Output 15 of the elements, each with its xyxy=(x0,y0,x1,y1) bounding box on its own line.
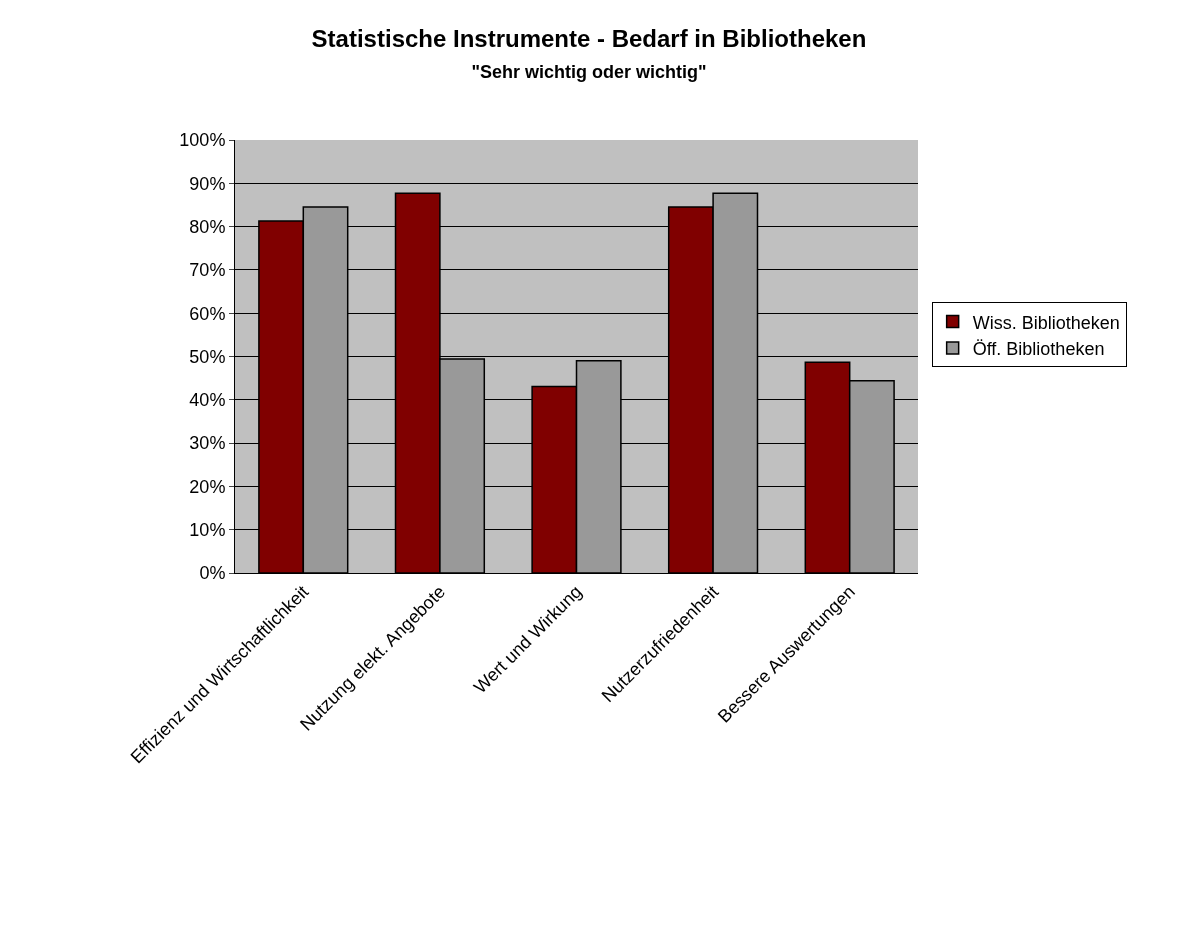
legend-label: Wiss. Bibliotheken xyxy=(972,312,1120,333)
legend-label: Öff. Bibliotheken xyxy=(972,338,1105,359)
chart-title: Statistische Instrumente - Bedarf in Bibliotheken xyxy=(311,25,867,53)
y-tick-label: 40% xyxy=(189,390,226,411)
y-tick-label: 20% xyxy=(189,476,226,497)
y-tick-label: 100% xyxy=(179,130,226,151)
y-tick-label: 70% xyxy=(189,260,226,281)
y-tick-label: 0% xyxy=(199,563,226,584)
y-tick-label: 90% xyxy=(189,173,226,194)
y-tick-label: 50% xyxy=(189,346,226,367)
y-tick-label: 30% xyxy=(189,433,226,454)
y-tick-label: 60% xyxy=(189,303,226,324)
y-tick-label: 10% xyxy=(189,520,226,540)
y-tick-label: 80% xyxy=(189,216,226,237)
chart-subtitle: "Sehr wichtig oder wichtig" xyxy=(471,62,707,83)
